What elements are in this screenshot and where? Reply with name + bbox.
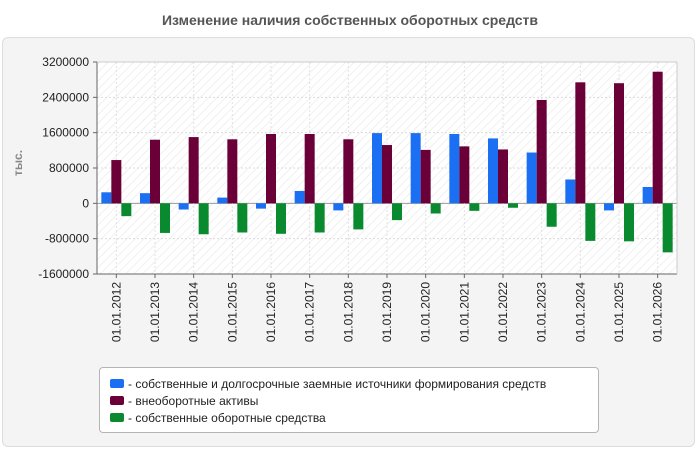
bar-series-3: [198, 203, 209, 235]
legend-swatch-noncurrent-assets: [110, 396, 124, 405]
x-tick-label: 01.01.2021: [457, 282, 471, 342]
x-tick-label: 01.01.2023: [535, 282, 549, 342]
legend-swatch-sources: [110, 379, 124, 388]
bar-series-3: [585, 203, 596, 241]
y-tick-label: 1600000: [42, 126, 89, 140]
bar-series-2: [304, 133, 315, 204]
bar-series-3: [469, 203, 480, 211]
bar-series-1: [565, 179, 576, 204]
bar-series-3: [237, 203, 248, 233]
legend-item-sources: - собственные и долгосрочные заемные ист…: [110, 375, 598, 392]
x-tick-label: 01.01.2019: [380, 282, 394, 342]
bar-series-2: [266, 133, 276, 204]
x-tick-label: 01.01.2013: [148, 282, 162, 342]
bar-series-3: [546, 203, 557, 227]
x-tick-label: 01.01.2014: [187, 282, 201, 342]
bar-series-1: [449, 133, 460, 204]
bar-series-2: [614, 83, 624, 204]
bar-series-1: [488, 138, 498, 204]
y-tick-label: 800000: [49, 161, 89, 175]
x-tick-label: 01.01.2022: [496, 282, 510, 342]
bar-series-3: [276, 203, 286, 234]
bar-series-2: [188, 137, 199, 204]
x-tick-label: 01.01.2015: [225, 282, 239, 342]
x-tick-labels: 01.01.2012 01.01.2013 01.01.2014 01.01.2015…: [109, 274, 665, 342]
bar-series-3: [392, 203, 402, 221]
y-tick-label: 0: [82, 196, 89, 210]
bar-series-1: [256, 203, 266, 209]
bar-series-1: [642, 186, 653, 204]
legend-label-sources: - собственные и долгосрочные заемные ист…: [128, 376, 547, 391]
y-axis-label: тыс.: [11, 150, 25, 176]
bar-series-2: [150, 139, 160, 204]
bar-series-2: [420, 149, 431, 204]
bar-series-2: [652, 71, 663, 204]
bar-series-1: [410, 133, 421, 204]
bar-series-3: [430, 203, 441, 214]
bar-series-3: [121, 203, 132, 217]
bar-series-3: [662, 203, 673, 253]
bar-series-3: [314, 203, 325, 233]
x-tick-label: 01.01.2016: [264, 282, 278, 342]
bar-series-1: [178, 203, 189, 210]
x-tick-label: 01.01.2018: [341, 282, 355, 342]
y-tick-labels: 3200000 2400000 1600000 800000 0 -800000 -1600…: [38, 55, 97, 281]
bar-series-1: [372, 133, 382, 204]
bar-series-2: [111, 160, 122, 204]
bar-series-2: [498, 149, 508, 204]
bar-series-1: [604, 203, 614, 211]
x-tick-label: 01.01.2017: [303, 282, 317, 342]
bar-series-1: [140, 193, 150, 204]
legend-label-noncurrent-assets: - внеоборотные активы: [128, 393, 259, 408]
x-tick-label: 01.01.2024: [573, 282, 587, 342]
bar-series-1: [526, 152, 537, 204]
bar-series-3: [353, 203, 364, 230]
bar-series-1: [294, 190, 305, 204]
x-tick-label: 01.01.2025: [612, 282, 626, 342]
y-tick-label: 3200000: [42, 55, 89, 69]
x-tick-label: 01.01.2020: [419, 282, 433, 342]
bars: [101, 71, 673, 253]
x-tick-label: 01.01.2026: [651, 282, 665, 342]
legend-label-working-capital: - собственные оборотные средства: [128, 410, 326, 425]
bar-series-3: [160, 203, 170, 233]
legend-item-working-capital: - собственные оборотные средства: [110, 409, 598, 426]
y-tick-label: -1600000: [38, 267, 89, 281]
bar-series-2: [382, 145, 392, 204]
bar-series-1: [217, 197, 228, 204]
bar-series-2: [459, 146, 470, 204]
x-tick-label: 01.01.2012: [109, 282, 123, 342]
bar-series-2: [575, 82, 586, 204]
bar-series-1: [101, 192, 112, 204]
legend-item-noncurrent-assets: - внеоборотные активы: [110, 392, 598, 409]
bar-series-2: [536, 99, 547, 204]
chart-title: Изменение наличия собственных оборотных …: [161, 12, 539, 28]
bar-series-2: [343, 139, 354, 204]
y-tick-label: 2400000: [42, 90, 89, 104]
bar-series-3: [624, 203, 634, 242]
legend-swatch-working-capital: [110, 413, 124, 422]
bar-series-2: [227, 139, 238, 204]
bar-series-3: [508, 203, 518, 208]
y-tick-label: -800000: [45, 232, 89, 246]
legend: - собственные и долгосрочные заемные ист…: [99, 367, 599, 433]
bar-series-1: [333, 203, 344, 211]
